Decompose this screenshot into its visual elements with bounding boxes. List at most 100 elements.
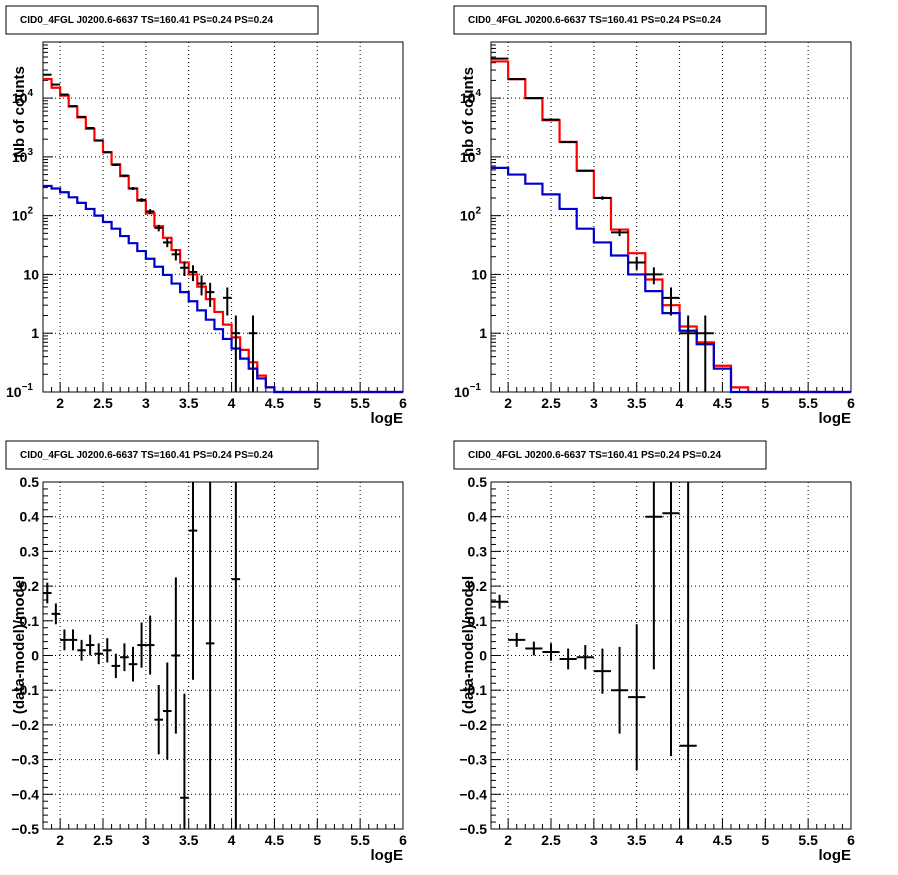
data-point	[188, 482, 198, 680]
data-point	[231, 315, 241, 392]
y-tick-label: 10	[471, 266, 487, 282]
data-point	[68, 629, 78, 651]
gridlines	[43, 481, 404, 830]
data-point	[145, 615, 155, 675]
x-tick-label: 5.5	[350, 395, 370, 411]
x-tick-label: 6	[847, 395, 855, 411]
x-tick-label: 4.5	[713, 395, 733, 411]
y-tick-label: 10	[23, 266, 39, 282]
total_model-histogram	[491, 60, 851, 394]
x-axis-title: logE	[371, 847, 404, 864]
y-tick-label: 0.2	[468, 578, 488, 594]
y-tick-label: 102	[460, 206, 482, 224]
data-point	[525, 641, 543, 656]
data-point	[679, 315, 697, 392]
y-tick-label-base: 10	[460, 90, 476, 106]
y-tick-label: 0.5	[20, 474, 40, 490]
data-point	[576, 169, 594, 172]
y-tick-label: 103	[12, 147, 34, 165]
data-point	[542, 118, 560, 121]
y-tick-label-base: 1	[31, 325, 39, 341]
data-point	[128, 646, 138, 682]
y-tick-label-base: 0.5	[20, 474, 40, 490]
data-point	[679, 482, 697, 829]
data-point	[628, 256, 646, 270]
data-point	[180, 261, 189, 277]
x-tick-label: 3.5	[627, 832, 647, 848]
data-point	[525, 97, 543, 100]
y-tick-label-exponent: 3	[475, 147, 481, 158]
y-tick-label-base: −0.4	[11, 786, 39, 802]
data-point	[559, 648, 577, 670]
data-point	[163, 662, 172, 760]
y-tick-label-exponent: 4	[27, 88, 33, 99]
chart-title: CID0_4FGL J0200.6-6637 TS=160.41 PS=0.24…	[468, 450, 721, 461]
chart-panel-1: 2 2.5 3 3.5 4 4.5 5 5.5 610−1110102103104logENb …	[5, 5, 407, 427]
y-tick-label-exponent: −1	[22, 382, 34, 393]
chart-title: CID0_4FGL J0200.6-6637 TS=160.41 PS=0.24…	[20, 15, 273, 26]
y-tick-label-base: 10	[471, 266, 487, 282]
data-point	[180, 693, 189, 829]
y-tick-label-base: 0	[31, 648, 39, 664]
x-tick-label: 5	[761, 395, 769, 411]
data-points	[43, 73, 258, 392]
y-tick-label-exponent: −1	[470, 382, 482, 393]
background_model-step-line	[491, 166, 851, 394]
x-tick-label: 4.5	[265, 395, 285, 411]
y-tick-label: 10−1	[6, 382, 33, 400]
data-point	[645, 482, 663, 670]
y-axis-title: nb of counts	[460, 67, 477, 157]
x-tick-label: 5	[313, 395, 321, 411]
y-tick-label-base: 0.1	[468, 613, 488, 629]
y-tick-label-exponent: 3	[27, 147, 33, 158]
x-tick-label: 3.5	[179, 832, 199, 848]
x-tick-label: 6	[847, 832, 855, 848]
y-tick-label-exponent: 2	[475, 206, 481, 217]
y-tick-label: −0.2	[459, 717, 487, 733]
y-tick-label-exponent: 2	[27, 206, 33, 217]
y-tick-label-base: −0.2	[459, 717, 487, 733]
data-point	[43, 582, 52, 604]
data-point	[231, 482, 241, 829]
y-tick-label-base: −0.2	[11, 717, 39, 733]
x-tick-label: 3	[590, 395, 598, 411]
data-point	[68, 105, 78, 108]
background_model-histogram	[491, 166, 851, 394]
x-tick-label: 2	[504, 395, 512, 411]
data-point	[188, 265, 198, 282]
y-tick-label: 1	[479, 325, 487, 341]
x-tick-label: 2	[504, 832, 512, 848]
data-point	[662, 482, 680, 757]
data-point	[145, 209, 155, 214]
x-tick-label: 4	[676, 832, 684, 848]
x-axis-title: logE	[819, 410, 852, 427]
data-point	[137, 622, 146, 668]
data-point	[111, 653, 121, 679]
data-points	[491, 57, 714, 392]
data-point	[103, 151, 112, 154]
y-tick-label: −0.4	[11, 786, 39, 802]
data-point	[85, 126, 95, 129]
y-tick-label-base: 0.3	[20, 543, 40, 559]
y-tick-label-base: 0.5	[468, 474, 488, 490]
data-point	[645, 267, 663, 285]
y-tick-label-base: −0.3	[11, 752, 39, 768]
data-point	[120, 643, 129, 672]
total_model-step-line	[491, 60, 851, 394]
data-points	[43, 482, 241, 829]
y-tick-label: 1	[31, 325, 39, 341]
y-tick-label: 10−1	[454, 382, 481, 400]
chart-panel-4: 2 2.5 3 3.5 4 4.5 5 5.5 6 −0.5 −0.4 −0.3 −0.2 −0.1 0 0.…	[453, 440, 855, 864]
y-tick-label-base: 10	[12, 90, 28, 106]
y-tick-label-base: 10	[460, 208, 476, 224]
x-tick-label: 5.5	[798, 395, 818, 411]
total_model-histogram	[43, 78, 403, 394]
y-tick-label: 0.1	[20, 613, 40, 629]
y-tick-label-base: 10	[6, 384, 22, 400]
y-axis-title: Nb of counts	[11, 66, 28, 158]
data-point	[611, 229, 629, 237]
x-tick-label: 4	[676, 395, 684, 411]
data-point	[94, 643, 103, 665]
y-tick-label: 0	[31, 648, 39, 664]
y-tick-label: −0.5	[11, 821, 39, 837]
